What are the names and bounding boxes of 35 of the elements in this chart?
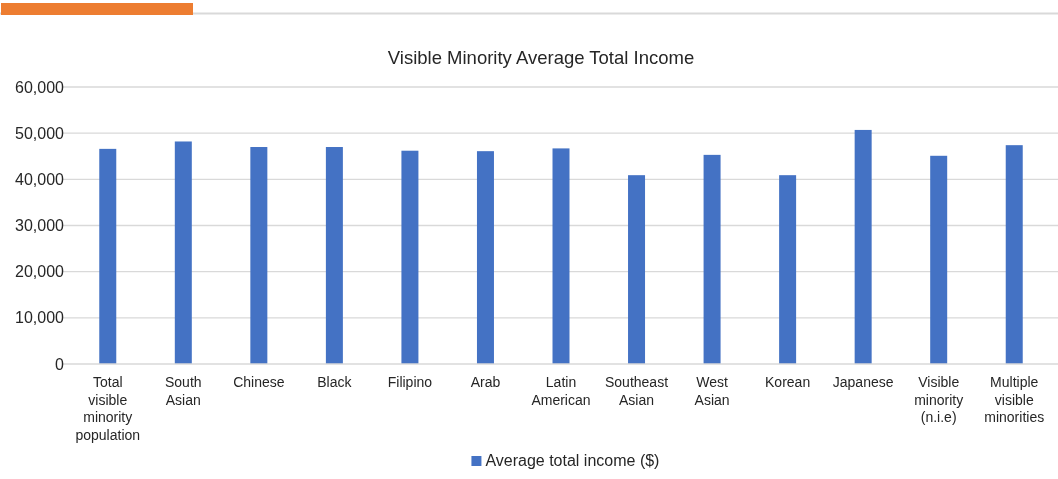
y-tick-label: 40,000 — [15, 170, 65, 188]
x-tick-label: Filipino — [387, 374, 433, 390]
bar — [628, 175, 646, 364]
x-tick-label: Arab — [470, 374, 501, 390]
chart-title: Visible Minority Average Total Income — [387, 47, 695, 68]
bar — [1005, 145, 1023, 364]
y-tick-label: 20,000 — [15, 263, 65, 281]
x-tick-label: Total visible minority population — [75, 374, 141, 443]
x-tick-label: Korean — [765, 374, 811, 390]
x-tick-label: Japanese — [832, 374, 894, 390]
bar — [854, 129, 872, 364]
y-tick-label: 50,000 — [15, 124, 65, 142]
bar — [401, 150, 419, 364]
x-tick-label: South Asian — [165, 374, 202, 408]
bar — [325, 147, 343, 364]
x-tick-label: Visible minority (n.i.e) — [914, 374, 964, 425]
y-tick-label: 60,000 — [15, 78, 65, 96]
bar — [703, 154, 721, 364]
x-tick-label: Black — [317, 374, 353, 390]
legend-label: Average total income ($) — [485, 452, 660, 469]
bar — [552, 148, 570, 364]
bar — [476, 151, 494, 364]
bar — [99, 148, 117, 364]
y-tick-label: 10,000 — [15, 309, 65, 327]
x-tick-label: Latin American — [531, 374, 591, 408]
bar — [250, 147, 268, 364]
x-tick-label: Southeast Asian — [605, 374, 669, 408]
bar — [930, 155, 948, 364]
bar — [174, 141, 192, 364]
x-tick-label: Chinese — [233, 374, 285, 390]
y-tick-label: 0 — [55, 355, 65, 373]
x-tick-label: Multiple visible minorities — [984, 374, 1045, 425]
bar — [779, 175, 797, 364]
x-tick-label: West Asian — [694, 374, 730, 408]
y-tick-label: 30,000 — [15, 217, 65, 235]
